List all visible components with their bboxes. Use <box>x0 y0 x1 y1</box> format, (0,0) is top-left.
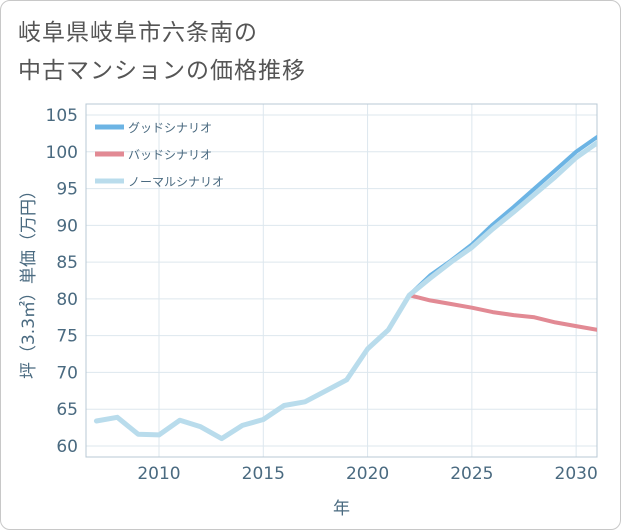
y-tick-label: 70 <box>56 363 78 383</box>
x-tick-label: 2020 <box>346 464 389 484</box>
y-tick-label: 75 <box>56 327 78 347</box>
series-line-2 <box>93 140 597 442</box>
y-tick-label: 80 <box>56 290 78 310</box>
grid-lines <box>86 104 597 457</box>
legend-label: バッドシナリオ <box>128 148 212 162</box>
x-tick-label: 2025 <box>450 464 493 484</box>
y-tick-label: 85 <box>56 253 78 273</box>
x-tick-label: 2010 <box>137 464 180 484</box>
y-tick-label: 90 <box>56 216 78 236</box>
y-axis-label: 坪（3.3㎡）単価（万円） <box>19 182 39 379</box>
chart-title: 岐阜県岐阜市六条南の 中古マンションの価格推移 <box>18 14 306 90</box>
series-layer <box>93 135 597 442</box>
y-tick-label: 105 <box>46 106 78 126</box>
y-tick-label: 65 <box>56 400 78 420</box>
x-axis-ticks: 2010 2015 2020 2025 2030 <box>137 464 597 484</box>
y-axis-ticks: 60 65 70 75 80 85 90 95 100 105 <box>46 106 78 457</box>
x-axis-label: 年 <box>333 499 350 519</box>
legend-label: グッドシナリオ <box>128 121 212 135</box>
chart-title-line2: 中古マンションの価格推移 <box>18 58 306 84</box>
series-line-1 <box>407 293 597 332</box>
plot-area <box>85 103 598 458</box>
legend-label: ノーマルシナリオ <box>128 175 224 189</box>
x-tick-label: 2015 <box>242 464 285 484</box>
y-tick-label: 60 <box>56 437 78 457</box>
x-tick-label: 2030 <box>555 464 598 484</box>
y-tick-label: 100 <box>46 143 78 163</box>
y-tick-label: 95 <box>56 180 78 200</box>
chart-title-line1: 岐阜県岐阜市六条南の <box>18 20 258 46</box>
